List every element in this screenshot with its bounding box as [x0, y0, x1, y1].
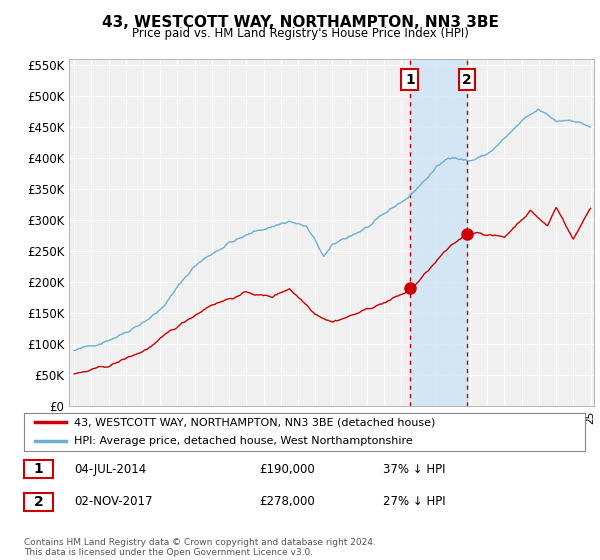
Text: Price paid vs. HM Land Registry's House Price Index (HPI): Price paid vs. HM Land Registry's House … — [131, 27, 469, 40]
Text: 2: 2 — [462, 73, 472, 87]
Text: 37% ↓ HPI: 37% ↓ HPI — [383, 463, 446, 476]
Bar — [410, 59, 467, 406]
Text: 27% ↓ HPI: 27% ↓ HPI — [383, 495, 446, 508]
Text: £190,000: £190,000 — [260, 463, 316, 476]
Text: 1: 1 — [405, 73, 415, 87]
Text: 43, WESTCOTT WAY, NORTHAMPTON, NN3 3BE (detached house): 43, WESTCOTT WAY, NORTHAMPTON, NN3 3BE (… — [74, 417, 436, 427]
Text: 43, WESTCOTT WAY, NORTHAMPTON, NN3 3BE: 43, WESTCOTT WAY, NORTHAMPTON, NN3 3BE — [101, 15, 499, 30]
Text: 1: 1 — [34, 463, 43, 476]
Text: £278,000: £278,000 — [260, 495, 316, 508]
Text: 2: 2 — [34, 495, 43, 508]
Text: 02-NOV-2017: 02-NOV-2017 — [74, 495, 153, 508]
Text: 04-JUL-2014: 04-JUL-2014 — [74, 463, 147, 476]
Text: HPI: Average price, detached house, West Northamptonshire: HPI: Average price, detached house, West… — [74, 436, 413, 446]
Text: Contains HM Land Registry data © Crown copyright and database right 2024.
This d: Contains HM Land Registry data © Crown c… — [24, 538, 376, 557]
